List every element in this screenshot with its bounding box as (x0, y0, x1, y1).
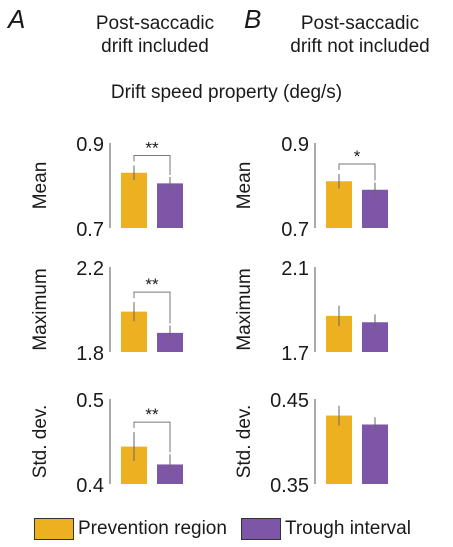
chart-a-1-ylabel: Mean (30, 162, 51, 210)
chart-b-3-ylabel: Std. dev. (234, 405, 255, 479)
chart-b-1-tick-bottom: 0.7 (281, 219, 309, 241)
chart-a-3-tick-bottom: 0.4 (76, 475, 104, 497)
chart-a-3-ylabel: Std. dev. (30, 405, 51, 479)
legend-item-trough: Trough interval (240, 518, 411, 540)
chart-b-1-significance-label: * (354, 147, 361, 166)
chart-b-3-bar-prevention (326, 415, 352, 484)
chart-b-2-tick-top: 2.1 (281, 258, 309, 280)
chart-a-2-bar-trough (157, 332, 183, 352)
legend: Prevention region Trough interval (34, 518, 411, 540)
column-title-a-line2: drift included (101, 36, 209, 57)
chart-b-1-bar-prevention (326, 181, 352, 228)
chart-b-3-bar-trough (362, 424, 388, 484)
chart-a-2-tick-top: 2.2 (76, 258, 104, 280)
column-title-a-line1: Post-saccadic (95, 13, 215, 34)
column-title-b-line2: drift not included (290, 36, 430, 57)
panel-letter-b: B (244, 4, 262, 34)
chart-a-1-significance-label: ** (145, 139, 159, 158)
chart-a-1-tick-top: 0.9 (76, 134, 104, 156)
legend-swatch-trough (240, 518, 281, 540)
column-title-b: Post-saccadic drift not included (265, 12, 453, 58)
legend-swatch-prevention (34, 518, 74, 540)
chart-a-3-significance-label: ** (145, 405, 159, 424)
chart-a-1-tick-bottom: 0.7 (76, 219, 104, 241)
chart-a-1-significance-bracket (133, 155, 171, 175)
main-title: Drift speed property (deg/s) (110, 82, 343, 103)
chart-a-1-bar-prevention (121, 172, 147, 228)
legend-label-trough: Trough interval (284, 518, 411, 539)
chart-a-2-ylabel: Maximum (30, 268, 51, 350)
chart-b-1-ylabel: Mean (234, 162, 255, 210)
legend-label-prevention: Prevention region (78, 518, 227, 539)
chart-a-3-tick-top: 0.5 (76, 390, 104, 412)
column-title-b-line1: Post-saccadic (300, 13, 420, 34)
chart-a-2-tick-bottom: 1.8 (76, 343, 104, 365)
chart-b-2-tick-bottom: 1.7 (281, 343, 309, 365)
chart-b-3-tick-top: 0.45 (270, 390, 309, 412)
column-title-a: Post-saccadic drift included (60, 12, 250, 58)
chart-a-2-significance-bracket (133, 291, 171, 324)
chart-a-3-significance-bracket (133, 421, 171, 453)
chart-a-2-significance-label: ** (145, 275, 159, 294)
chart-b-1-tick-top: 0.9 (281, 134, 309, 156)
chart-b-1-significance-bracket (338, 163, 376, 181)
chart-b-3-tick-bottom: 0.35 (270, 475, 309, 497)
chart-b-2-ylabel: Maximum (234, 268, 255, 350)
panel-letter-a: A (8, 4, 26, 34)
chart-a-1-bar-trough (157, 183, 183, 228)
legend-item-prevention: Prevention region (34, 518, 227, 540)
